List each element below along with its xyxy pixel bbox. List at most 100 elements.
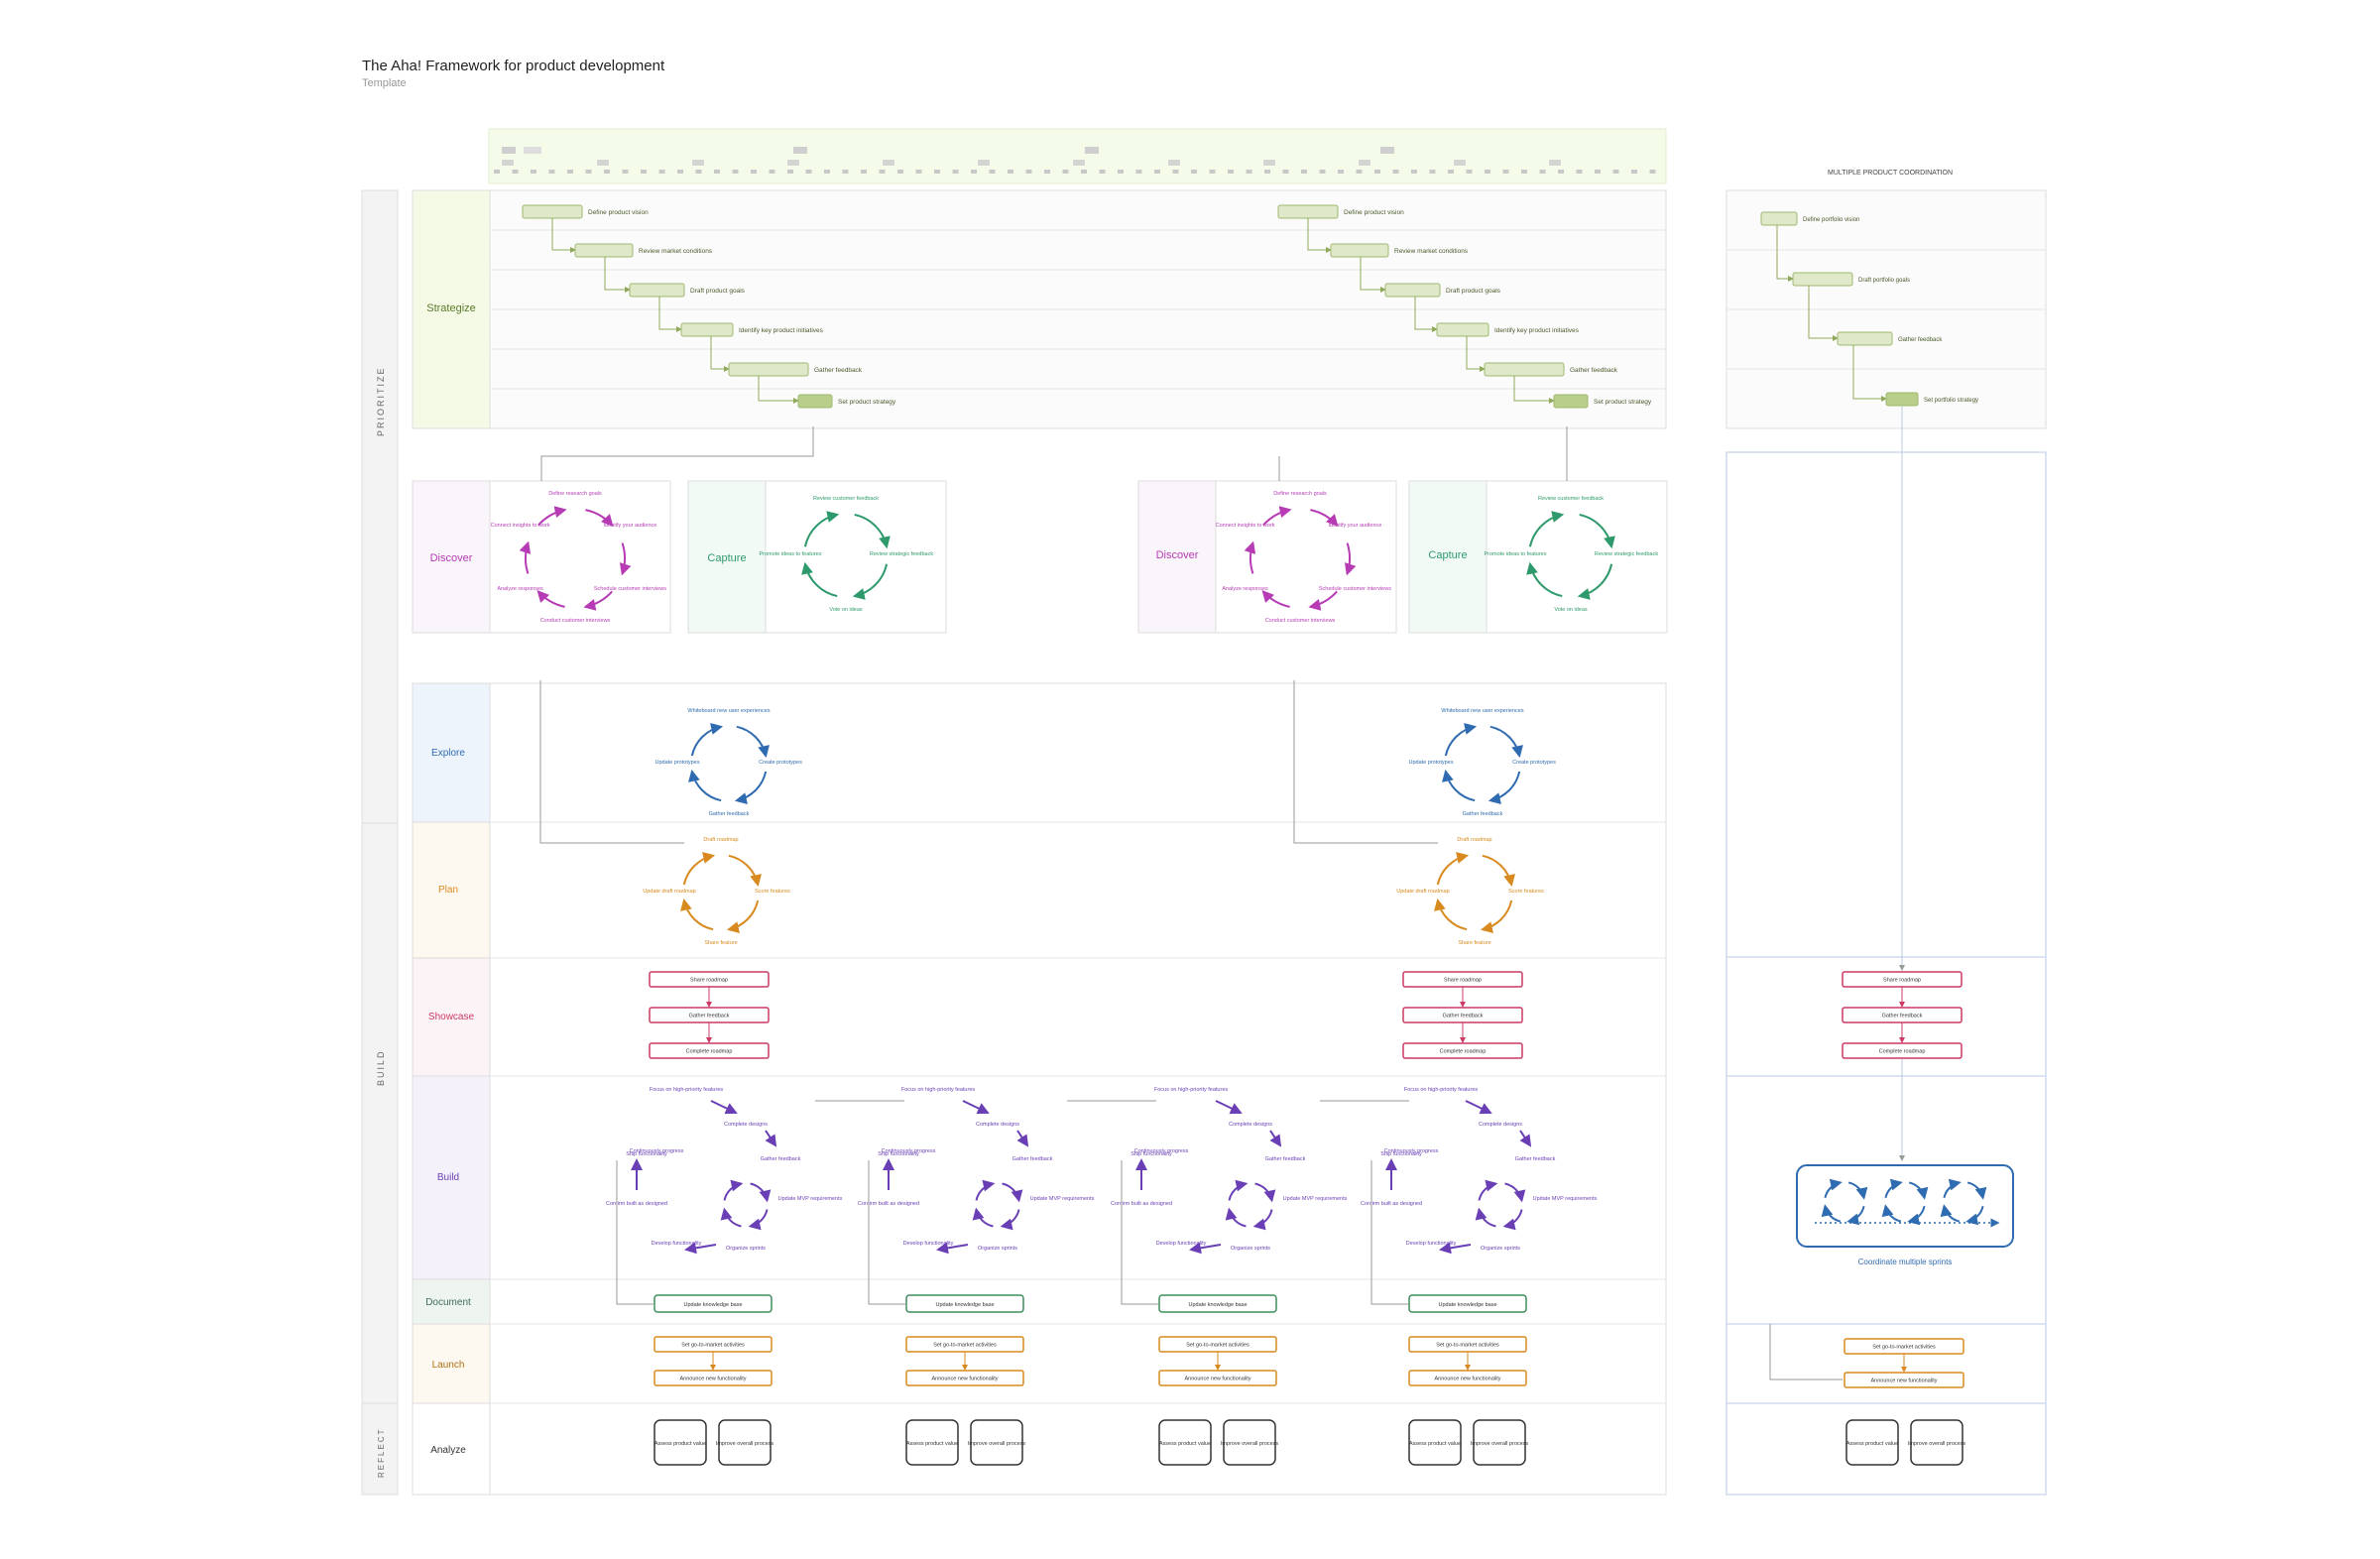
sprint-loop-arc xyxy=(748,1209,769,1231)
ruler-tick xyxy=(1282,170,1289,174)
ruler-tick xyxy=(531,170,536,174)
lane-label-discover-2: Discover xyxy=(1156,549,1199,561)
strategy-connector xyxy=(710,336,730,372)
launch-box xyxy=(1158,1370,1277,1386)
plan-cycle-arc xyxy=(728,854,762,888)
multi-showcase-label: Complete roadmap xyxy=(1879,1049,1926,1055)
sprint-loop-arc xyxy=(1252,1209,1273,1231)
ruler-block xyxy=(1168,160,1180,166)
plan-cycle-arc xyxy=(1436,852,1470,886)
lane-label-capture: Capture xyxy=(707,552,746,564)
strategy-bar xyxy=(1330,243,1389,258)
ruler-tick xyxy=(1228,170,1234,174)
sprint-loop-arc xyxy=(975,1179,996,1201)
ruler-tick xyxy=(622,170,629,174)
strategy-connector xyxy=(758,376,799,404)
strategy-step-label: Identify key product initiatives xyxy=(1494,327,1580,334)
explore-cycle-arc xyxy=(734,771,768,804)
strategy-bar xyxy=(522,204,583,219)
strategy-bar xyxy=(680,322,734,337)
launch-label: Set go-to-market activities xyxy=(1186,1343,1250,1349)
capture-cycle-label: Review strategic feedback xyxy=(870,551,933,557)
ruler-tick xyxy=(915,170,922,174)
sprint-loop-arc xyxy=(1254,1182,1276,1203)
multi-title: MULTIPLE PRODUCT COORDINATION xyxy=(1828,170,1953,177)
plan-cycle-label: Update draft roadmap xyxy=(1396,889,1450,895)
build-step-label: Focus on high-priority features xyxy=(1404,1087,1479,1093)
capture-cycle-arc xyxy=(852,563,889,600)
ruler-tick xyxy=(1338,170,1344,174)
ruler-tick xyxy=(732,170,739,174)
ruler-tick xyxy=(1191,170,1197,174)
lane-label-build: Build xyxy=(437,1172,459,1183)
plan-cycle-label: Share feature xyxy=(704,940,737,946)
discover-cycle-arc xyxy=(536,589,565,608)
coordinate-label: Coordinate multiple sprints xyxy=(1858,1258,1953,1266)
document-label: Update knowledge base xyxy=(1438,1302,1496,1308)
plan-cycle-label: Score features xyxy=(755,889,790,895)
ruler-block xyxy=(978,160,990,166)
strategy-step-label: Identify key product initiatives xyxy=(739,327,824,334)
multi-connector xyxy=(1852,345,1887,402)
discover-cycle-arc xyxy=(1261,589,1290,608)
capture-cycle-arc xyxy=(1579,513,1615,549)
explore-cycle-label: Gather feedback xyxy=(709,811,750,817)
analyze-label: Improve overall process xyxy=(1221,1441,1279,1447)
ruler-tick xyxy=(1558,170,1564,174)
ruler-block xyxy=(502,147,516,154)
strategy-step-label: Draft product goals xyxy=(1446,288,1501,295)
multi-connector xyxy=(1808,286,1839,341)
ruler-tick xyxy=(989,170,996,174)
ruler-tick xyxy=(604,170,610,174)
multi-analyze-box xyxy=(1910,1419,1964,1466)
ruler-tick xyxy=(1356,170,1363,174)
launch-label: Announce new functionality xyxy=(680,1377,747,1382)
build-step-label: Update MVP requirements xyxy=(778,1196,843,1202)
ruler-tick xyxy=(1649,170,1656,174)
sprint-loop-arc xyxy=(723,1179,744,1201)
ruler-tick xyxy=(1485,170,1490,174)
capture-cycle-label: Review customer feedback xyxy=(813,496,879,502)
discover-capture-area: Discover Capture Discover Capture Define… xyxy=(412,426,1668,634)
ruler-tick xyxy=(1209,170,1216,174)
phase-prioritize: PRIORITIZE xyxy=(376,366,386,436)
strategize-lane: Strategize Define product vision Review m… xyxy=(412,189,1667,429)
multi-strategy-bar xyxy=(1792,272,1853,287)
lane-label-explore: Explore xyxy=(431,748,465,759)
discover-cycle-label: Analyze responses xyxy=(497,586,543,592)
coordinate-loop-arc xyxy=(1943,1178,1962,1199)
ruler-tick xyxy=(897,170,903,174)
build-step-label: Gather feedback xyxy=(761,1156,801,1162)
phase-reflect: REFLECT xyxy=(377,1428,386,1478)
analyze-label: Assess product value xyxy=(654,1441,706,1447)
ruler-tick xyxy=(842,170,849,174)
multi-flow xyxy=(1769,1324,1843,1380)
ruler-tick xyxy=(1062,170,1069,174)
flow-connector xyxy=(1370,1160,1409,1305)
ruler-tick xyxy=(1429,170,1436,174)
build-step-label: Continuously progress xyxy=(630,1148,684,1154)
flow-connector xyxy=(868,1160,906,1305)
explore-cycle-arc xyxy=(690,723,724,757)
explore-cycle-label: Update prototypes xyxy=(1409,760,1454,766)
build-step-label: Confirm built as designed xyxy=(1111,1201,1172,1207)
sprint-loop-arc xyxy=(1228,1179,1249,1201)
build-step-label: Continuously progress xyxy=(882,1148,936,1154)
build-arrow xyxy=(1016,1130,1029,1147)
capture-cycle-arc xyxy=(1528,511,1565,547)
build-step-label: Focus on high-priority features xyxy=(1154,1087,1229,1093)
coordinate-loop-arc xyxy=(1821,1204,1842,1223)
discover-cycle-arc xyxy=(1344,542,1357,576)
capture-cycle-label: Review strategic feedback xyxy=(1595,551,1658,557)
ruler-tick xyxy=(512,170,519,174)
ruler-tick xyxy=(769,170,775,174)
flow-connector xyxy=(1121,1160,1159,1305)
ruler-tick xyxy=(824,170,830,174)
explore-cycle-arc xyxy=(688,769,722,802)
multi-launch-label: Set go-to-market activities xyxy=(1872,1345,1936,1351)
build-step-label: Develop functionality xyxy=(903,1241,954,1247)
multi-strategy-label: Define portfolio vision xyxy=(1803,217,1859,223)
strategy-bar xyxy=(1384,283,1441,298)
showcase-label: Complete roadmap xyxy=(686,1049,733,1055)
ruler-tick xyxy=(751,170,757,174)
